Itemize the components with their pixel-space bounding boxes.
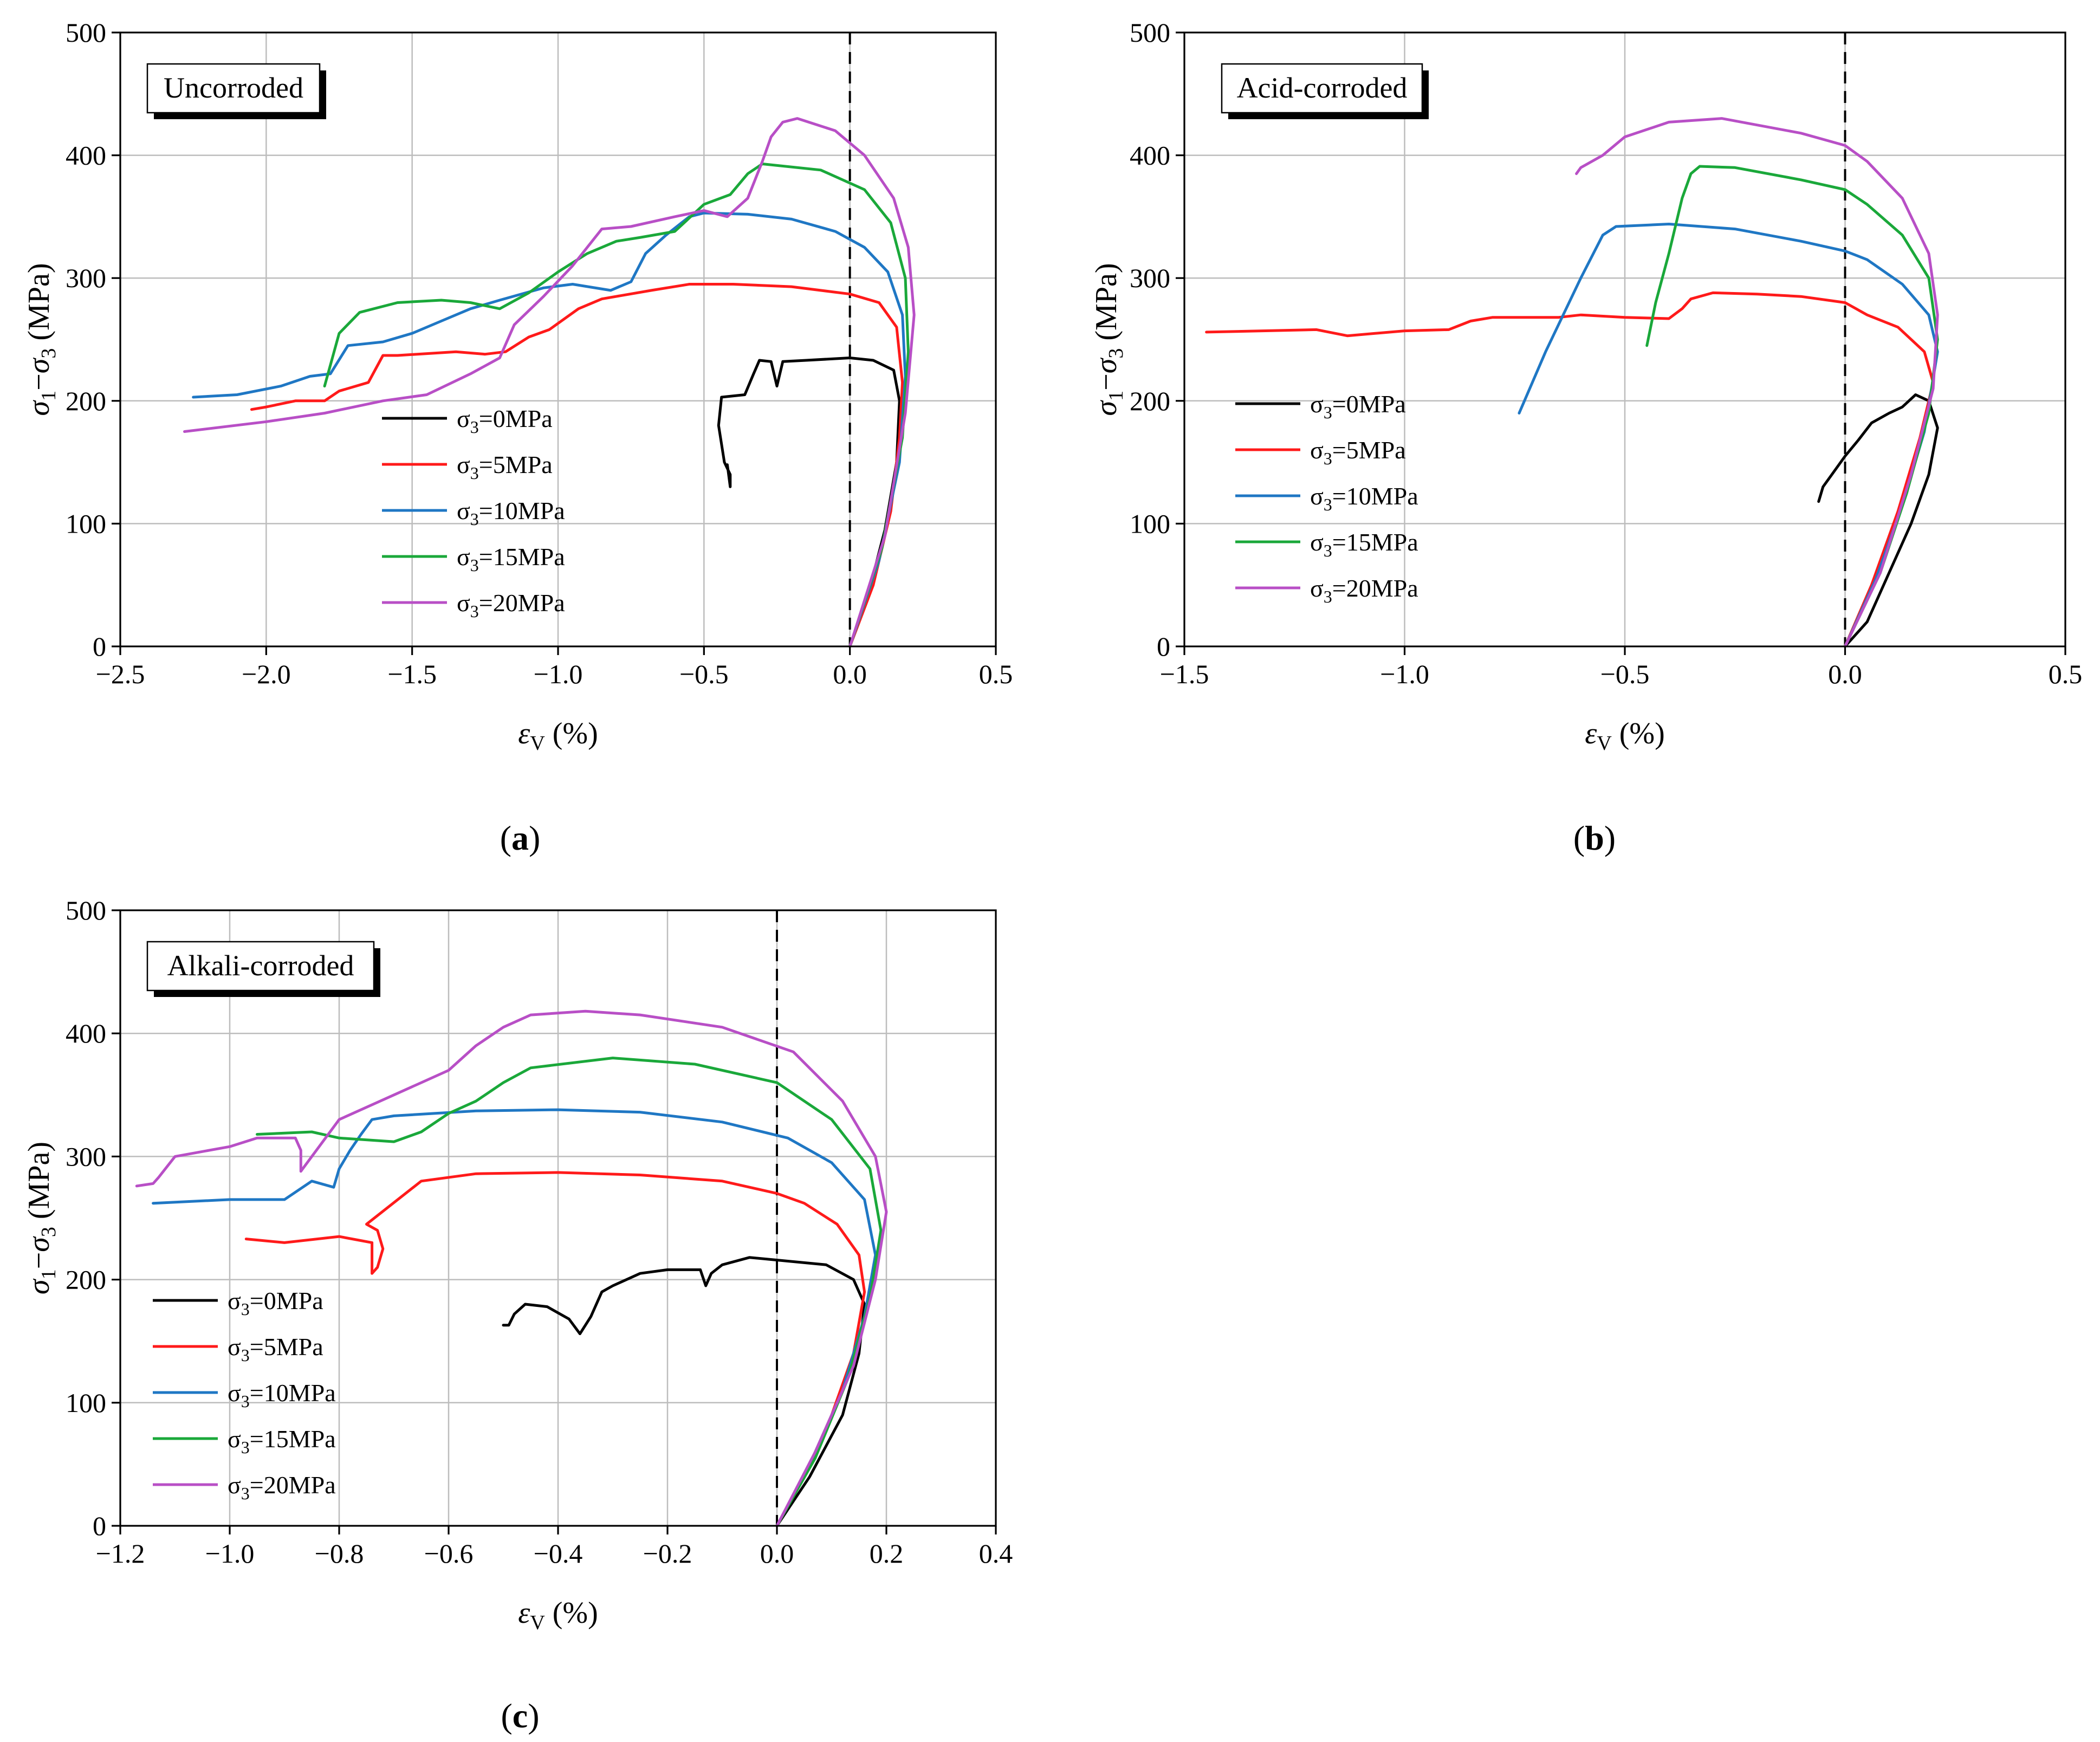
y-tick-label: 400 [1130,140,1170,171]
x-tick-label: −0.5 [1600,659,1650,689]
box-label-frame [1221,63,1423,114]
y-tick-label: 200 [66,1265,106,1295]
x-tick-label: −2.0 [242,659,291,689]
legend-label: σ3=5MPa [1310,436,1406,468]
y-axis-label: σ1−σ3 (MPa) [22,263,60,416]
box-label-frame [146,63,321,114]
series-line-0 [1817,393,1939,648]
x-tick-label: −1.0 [1380,659,1429,689]
legend: σ3=0MPa σ3=5MPa σ3=10MPa σ3=15MPa σ3=20MPa [1235,390,1418,606]
y-tick-label: 200 [66,386,106,416]
x-tick-label: 0.4 [979,1538,1013,1569]
x-tick-label: −0.2 [643,1538,692,1569]
x-tick-label: −1.0 [205,1538,255,1569]
legend: σ3=0MPa σ3=5MPa σ3=10MPa σ3=15MPa σ3=20MPa [382,405,565,621]
series-line-3 [256,1057,883,1527]
panel-label: (a) [500,819,541,857]
x-tick-label: −0.4 [534,1538,583,1569]
y-tick-label: 100 [66,1388,106,1418]
y-tick-label: 300 [66,263,106,293]
series-line-4 [1575,117,1939,648]
legend-label: σ3=5MPa [228,1333,323,1365]
legend-label: σ3=20MPa [1310,574,1418,606]
x-tick-label: −0.8 [315,1538,364,1569]
x-tick-label: −0.5 [679,659,729,689]
x-tick-label: −1.2 [96,1538,145,1569]
x-tick-label: −2.5 [96,659,145,689]
y-tick-label: 100 [66,508,106,539]
x-axis-label: εV (%) [1585,717,1664,755]
legend-label: σ3=20MPa [457,589,565,621]
chart-panel-b: −1.5 −1.0 −0.5 0.0 0.5 0 100 200 300 400 500 εV (%)… [1090,17,2082,857]
legend-label: σ3=0MPa [228,1287,323,1319]
series-line-4 [135,1009,888,1527]
y-tick-label: 100 [1130,508,1170,539]
y-tick-label: 500 [1130,17,1170,48]
legend-label: σ3=10MPa [1310,482,1418,514]
y-axis-label: σ1−σ3 (MPa) [1090,263,1127,416]
series-line-2 [192,211,907,648]
x-tick-label: 0.5 [979,659,1013,689]
panel-label: (c) [501,1696,539,1735]
x-tick-label: −1.5 [387,659,437,689]
box-label: Uncorroded [164,72,303,104]
series-line-3 [323,163,910,648]
y-tick-label: 0 [93,1511,106,1541]
chart-panel-a: −2.5 −2.0 −1.5 −1.0 −0.5 0.0 0.5 0 100 200 300 400 5… [22,17,1013,857]
series-line-1 [244,1171,866,1527]
legend-label: σ3=10MPa [228,1379,336,1411]
box-label: Acid-corroded [1237,72,1408,104]
legend-label: σ3=15MPa [457,543,565,575]
y-tick-label: 300 [66,1141,106,1171]
y-tick-label: 500 [66,17,106,48]
series-line-4 [183,117,916,648]
y-axis-label: σ1−σ3 (MPa) [22,1142,60,1294]
x-axis-label: εV (%) [518,1596,598,1634]
y-tick-label: 500 [66,895,106,925]
series-line-1 [250,283,904,648]
series-line-0 [717,357,901,648]
y-tick-label: 400 [66,140,106,171]
y-tick-label: 200 [1130,386,1170,416]
legend-label: σ3=0MPa [1310,390,1406,422]
y-tick-label: 0 [93,631,106,662]
x-tick-label: −0.6 [424,1538,474,1569]
legend-label: σ3=20MPa [228,1471,336,1503]
x-tick-label: −1.0 [534,659,583,689]
legend-label: σ3=15MPa [1310,528,1418,560]
chart-panel-c: −1.2 −1.0 −0.8 −0.6 −0.4 −0.2 0.0 0.2 0.4 0 100 200… [22,895,1013,1735]
box-label: Alkali-corroded [167,949,354,982]
panel-label: (b) [1573,819,1616,857]
series-line-2 [152,1108,877,1527]
legend-label: σ3=15MPa [228,1425,336,1457]
legend-label: σ3=5MPa [457,451,553,483]
legend: σ3=0MPa σ3=5MPa σ3=10MPa σ3=15MPa σ3=20MPa [153,1287,336,1503]
legend-label: σ3=0MPa [457,405,553,437]
legend-label: σ3=10MPa [457,497,565,529]
box-label-frame [146,941,375,992]
x-tick-label: 0.0 [1828,659,1862,689]
x-tick-label: 0.2 [870,1538,904,1569]
x-tick-label: −1.5 [1160,659,1209,689]
x-tick-label: 0.0 [760,1538,794,1569]
x-tick-label: 0.0 [833,659,867,689]
x-axis-label: εV (%) [518,717,598,755]
series-line-0 [502,1256,866,1527]
y-tick-label: 0 [1157,631,1170,662]
y-tick-label: 400 [66,1018,106,1048]
x-tick-label: 0.5 [2049,659,2083,689]
y-tick-label: 300 [1130,263,1170,293]
